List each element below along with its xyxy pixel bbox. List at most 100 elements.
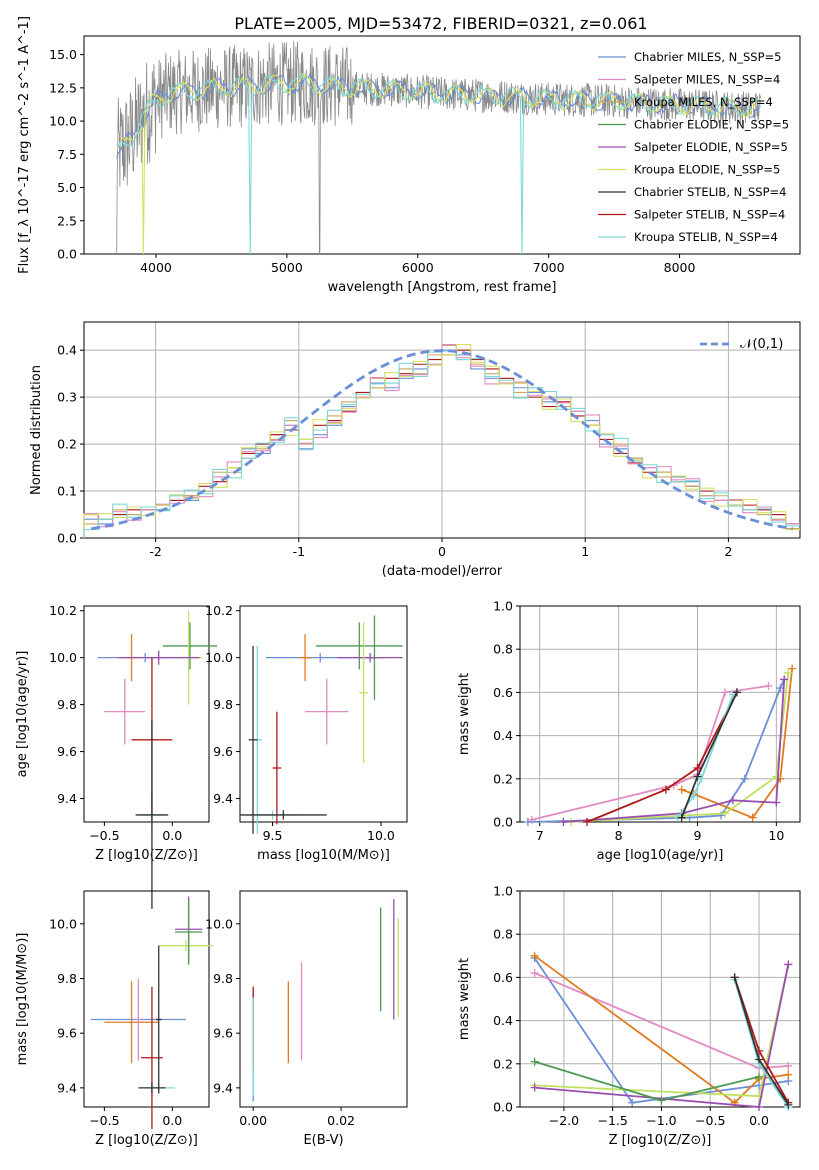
mass_vs_Z-ylabel: mass [log10(M/M⊙)] [15,933,30,1066]
weight_vs_Z-point [530,1083,539,1092]
weight_vs_Z-ytick-label: 0.4 [493,1013,513,1028]
residuals-ytick-label: 0.2 [57,437,77,452]
weight_vs_age-point [780,675,789,684]
residuals-xtick-label: 2 [724,544,732,559]
weight_vs_age-point [677,813,686,822]
mass_vs_EBV-xtick-label: 0.02 [327,1113,355,1128]
age_vs_mass-frame [239,605,408,823]
weight_vs_Z-point [784,1100,793,1109]
weight_vs_Z-point [755,1072,764,1081]
mass_vs_EBV-xtick-label: 0.00 [239,1113,267,1128]
gaussian-legend-label: 𝒩(0,1) [740,337,783,352]
weight_vs_age-point [693,764,702,772]
weight_vs_age-point [748,813,757,822]
mass_vs_EBV-frame [239,890,408,1108]
spectrum-legend-label: Chabrier MILES, N_SSP=5 [634,50,781,64]
age_vs_mass-xlabel: mass [log10(M/M⊙)] [257,848,390,863]
age_vs_Z-xtick-label: 0.0 [162,828,182,843]
gaussian-curve [90,349,794,531]
weight_vs_Z-point [784,1061,793,1070]
spectrum-ytick-label: 2.5 [57,213,77,228]
mass_vs_Z-xlabel: Z [log10(Z/Z⊙)] [95,1133,198,1148]
weight_vs_Z-point [530,1057,539,1066]
spectrum-legend-label: Kroupa ELODIE, N_SSP=5 [634,163,780,177]
residuals-ytick-label: 0.1 [57,484,77,499]
residuals-ylabel: Normed distribution [29,365,44,495]
spectrum-legend-label: Salpeter MILES, N_SSP=4 [634,73,780,87]
weight_vs_age-point [721,688,730,697]
age_vs_mass-ytick-label: 9.8 [213,697,233,712]
spectrum-xtick-label: 4000 [140,260,172,275]
weight_vs_age-point [772,798,781,807]
weight_vs_age-ytick-label: 0.4 [493,728,513,743]
weight_vs_Z-xtick-label: −1.5 [598,1113,628,1128]
spectrum-ytick-label: 7.5 [57,147,77,162]
spectrum-legend-label: Salpeter ELODIE, N_SSP=5 [634,140,788,154]
spectrum-model-line [116,73,762,254]
spectrum-frame [83,35,801,255]
spectrum-ytick-label: 10.0 [49,114,77,129]
weight_vs_age-point [728,796,737,805]
weight_vs_Z-point [730,973,739,982]
weight_vs_age-point [784,668,793,677]
weight_vs_Z-point [784,1070,793,1079]
spectrum-ytick-label: 12.5 [49,80,77,95]
mass_vs_EBV-ytick-label: 9.8 [213,971,233,986]
weight_vs_age-point [788,664,797,673]
mass_vs_Z-frame [83,890,210,1108]
age_vs_mass-xtick-label: 9.5 [263,828,283,843]
plot-layer: 4000 5000 6000 7000 80000.02.55.07.510.012.5… [15,16,801,1148]
mass_vs_EBV-ytick-label: 9.4 [213,1080,233,1095]
residual-histogram-step [83,343,800,538]
weight_vs_Z-ylabel: mass weight [457,958,472,1040]
age_vs_mass-ytick-label: 9.4 [213,791,233,806]
weight_vs_age-ytick-label: 0.2 [493,771,513,786]
age_vs_mass-ytick-label: 10.0 [205,650,233,665]
weight_vs_Z-point [755,1103,764,1111]
age_vs_Z-ylabel: age [log10(age/yr)] [15,651,30,778]
weight_vs_age-point [693,772,702,781]
weight_vs_age-ytick-label: 0.6 [493,685,513,700]
weight_vs_age-series-line [571,672,790,823]
weight_vs_age-ytick-label: 0.8 [493,642,513,657]
weight_vs_age-frame [519,605,801,823]
spectrum-xtick-label: 6000 [402,260,434,275]
weight_vs_Z-point [628,1098,637,1107]
weight_vs_Z-point [755,1055,764,1064]
weight_vs_age-xtick-label: 8 [615,828,623,843]
weight_vs_Z-xlabel: Z [log10(Z/Z⊙)] [609,1133,712,1148]
weight_vs_age-point [732,688,741,697]
residuals-xlabel: (data-model)/error [382,564,503,579]
weight_vs_age-xtick-label: 9 [693,828,701,843]
spectrum-ytick-label: 15.0 [49,47,77,62]
spectrum-data-line [116,40,762,254]
spectrum-legend-label: Salpeter STELIB, N_SSP=4 [634,208,785,222]
weight_vs_Z-xtick-label: 0.0 [749,1113,769,1128]
weight_vs_Z-point [530,969,539,978]
mass_vs_Z-ytick-label: 9.8 [57,971,77,986]
weight_vs_Z-ytick-label: 0.2 [493,1056,513,1071]
age_vs_Z-ytick-label: 9.4 [57,791,77,806]
weight_vs_age-xlabel: age [log10(age/yr)] [597,848,724,863]
age_vs_Z-ytick-label: 9.8 [57,697,77,712]
spectrum-legend-label: Chabrier STELIB, N_SSP=4 [634,185,786,199]
age_vs_Z-xlabel: Z [log10(Z/Z⊙)] [95,848,198,863]
age_vs_mass-xtick-label: 10.0 [367,828,395,843]
weight_vs_age-point [772,772,781,781]
spectrum-legend-label: Kroupa STELIB, N_SSP=4 [634,230,778,244]
age_vs_mass-ytick-label: 9.6 [213,744,233,759]
spectrum-xtick-label: 7000 [533,260,565,275]
weight_vs_age-point [740,774,749,783]
age_vs_Z-ytick-label: 10.0 [49,650,77,665]
age_vs_Z-xtick-label: −0.5 [89,828,119,843]
mass_vs_Z-xtick-label: −0.5 [89,1113,119,1128]
spectrum-ytick-label: 5.0 [57,180,77,195]
residuals-xtick-label: -2 [149,544,161,559]
spectrum-xlabel: wavelength [Angstrom, rest frame] [328,280,557,295]
weight_vs_age-series-line [563,679,786,823]
weight_vs_Z-point [530,951,539,960]
residuals-ytick-label: 0.0 [57,531,77,546]
residuals-ytick-label: 0.4 [57,343,77,358]
weight_vs_Z-frame [519,890,801,1108]
mass_vs_Z-ytick-label: 9.6 [57,1026,77,1041]
